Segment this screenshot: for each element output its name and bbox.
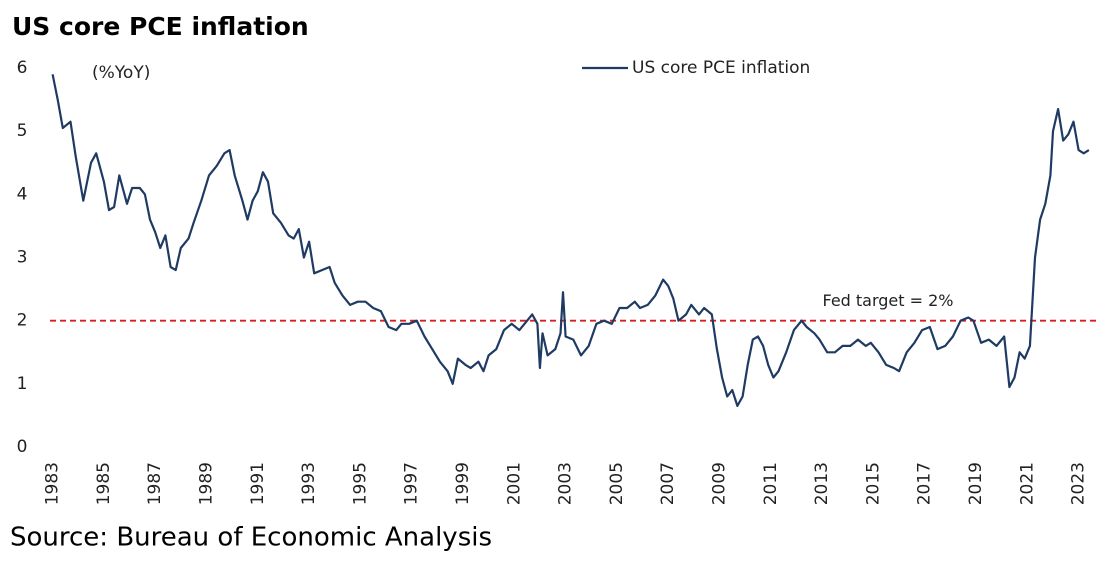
target-label: Fed target = 2% [822,291,953,310]
x-tick-label: 2009 [709,462,729,505]
x-tick-label: 2001 [504,462,524,505]
x-tick-label: 1993 [299,462,319,505]
x-tick-label: 2013 [812,462,832,505]
source: Source: Bureau of Economic Analysis [10,523,492,553]
x-tick-label: 1985 [94,462,114,505]
x-tick-label: 1983 [43,462,63,505]
y-tick-label: 1 [17,374,28,394]
x-tick-label: 2005 [607,462,627,505]
x-tick-label: 2007 [658,462,678,505]
x-tick-label: 1987 [145,462,165,505]
x-tick-label: 2003 [556,462,576,505]
x-tick-label: 2015 [863,462,883,505]
x-tick-label: 2021 [1017,462,1037,505]
x-tick-label: 1989 [196,462,216,505]
y-axis-label: (%YoY) [92,63,150,83]
y-tick-label: 3 [17,248,28,268]
chart-title: US core PCE inflation [12,12,309,41]
x-tick-label: 2011 [761,462,781,505]
y-tick-label: 5 [17,121,28,141]
x-tick-label: 2017 [915,462,935,505]
y-tick-label: 2 [17,311,28,331]
x-tick-label: 2019 [966,462,986,505]
series-line [51,74,1090,407]
x-tick-label: 1995 [350,462,370,505]
legend-label: US core PCE inflation [632,58,810,78]
y-tick-label: 0 [17,437,28,457]
y-tick-label: 6 [17,58,28,78]
x-tick-label: 1997 [402,462,422,505]
x-tick-label: 1999 [453,462,473,505]
x-tick-label: 1991 [248,462,268,505]
y-tick-label: 4 [17,184,28,204]
x-tick-label: 2023 [1069,462,1089,505]
